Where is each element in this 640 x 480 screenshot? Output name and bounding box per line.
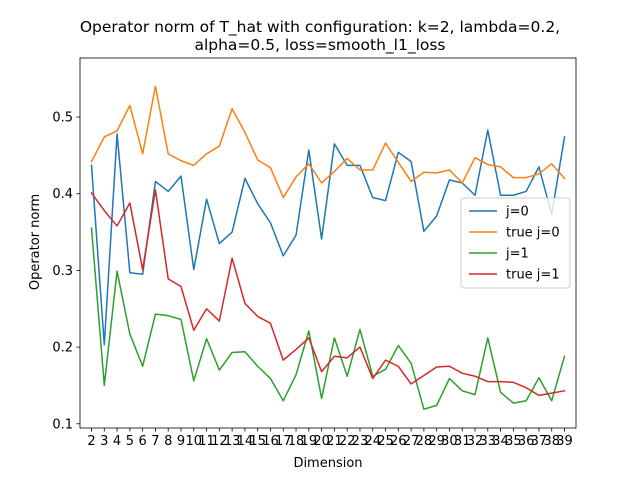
x-tick-label: 19 — [301, 434, 318, 449]
x-tick-label: 10 — [185, 434, 202, 449]
x-tick-label: 22 — [339, 434, 356, 449]
x-tick-label: 20 — [313, 434, 330, 449]
x-tick-label: 27 — [403, 434, 420, 449]
axes-frame — [79, 57, 577, 429]
x-tick-label: 14 — [237, 434, 254, 449]
x-tick-label: 23 — [352, 434, 369, 449]
x-tick-label: 32 — [467, 434, 484, 449]
x-tick-label: 35 — [505, 434, 522, 449]
y-tick-label: 0.1 — [52, 417, 73, 432]
x-tick-label: 11 — [198, 434, 215, 449]
x-tick-label: 4 — [113, 434, 121, 449]
x-tick-label: 12 — [211, 434, 228, 449]
x-tick-label: 6 — [138, 434, 146, 449]
x-tick-label: 26 — [390, 434, 407, 449]
x-tick-label: 7 — [151, 434, 159, 449]
series-line-3 — [90, 227, 566, 410]
x-tick-label: 34 — [492, 434, 509, 449]
y-tick-label: 0.3 — [52, 264, 73, 279]
chart-title-line2: alpha=0.5, loss=smooth_l1_loss — [194, 36, 445, 55]
x-tick-label: 3 — [100, 434, 108, 449]
y-axis-ticks: 0.1 0.2 0.3 0.4 0.5 — [52, 111, 80, 432]
x-tick-label: 37 — [531, 434, 548, 449]
series-line-4 — [90, 189, 566, 397]
y-axis-label: Operator norm — [28, 194, 43, 290]
x-tick-label: 33 — [480, 434, 497, 449]
axes-border — [79, 57, 577, 429]
legend-label-4: true j=1 — [506, 268, 560, 283]
legend-box — [460, 197, 571, 289]
x-axis-label: Dimension — [293, 456, 362, 471]
y-tick-label: 0.2 — [52, 341, 73, 356]
y-tick-label: 0.4 — [52, 187, 73, 202]
x-tick-label: 5 — [126, 434, 134, 449]
x-tick-label: 18 — [288, 434, 305, 449]
x-tick-label: 13 — [224, 434, 241, 449]
x-tick-label: 2 — [87, 434, 95, 449]
x-tick-label: 25 — [377, 434, 394, 449]
series-line-1 — [90, 129, 566, 346]
x-tick-label: 36 — [518, 434, 535, 449]
y-tick-label: 0.5 — [52, 111, 73, 126]
legend: j=0 true j=0 j=1 true j=1 — [460, 197, 571, 289]
series-line-2 — [90, 85, 566, 199]
x-axis-ticks: 2 3 4 5 6 7 8 9 10111213141516171819202122232425… — [87, 428, 573, 449]
x-tick-label: 15 — [249, 434, 266, 449]
x-tick-label: 39 — [556, 434, 573, 449]
legend-label-3: j=1 — [505, 247, 529, 262]
x-tick-label: 29 — [428, 434, 445, 449]
series-group — [90, 85, 566, 410]
x-tick-label: 21 — [326, 434, 343, 449]
x-tick-label: 8 — [164, 434, 172, 449]
x-tick-label: 38 — [543, 434, 560, 449]
x-tick-label: 30 — [441, 434, 458, 449]
x-tick-label: 31 — [454, 434, 471, 449]
x-tick-label: 24 — [364, 434, 381, 449]
x-tick-label: 9 — [177, 434, 185, 449]
legend-label-1: j=0 — [505, 205, 529, 220]
chart-title-line1: Operator norm of T_hat with configuratio… — [80, 18, 560, 37]
x-tick-label: 28 — [416, 434, 433, 449]
x-tick-label: 16 — [262, 434, 279, 449]
legend-label-2: true j=0 — [506, 226, 560, 241]
x-tick-label: 17 — [275, 434, 292, 449]
